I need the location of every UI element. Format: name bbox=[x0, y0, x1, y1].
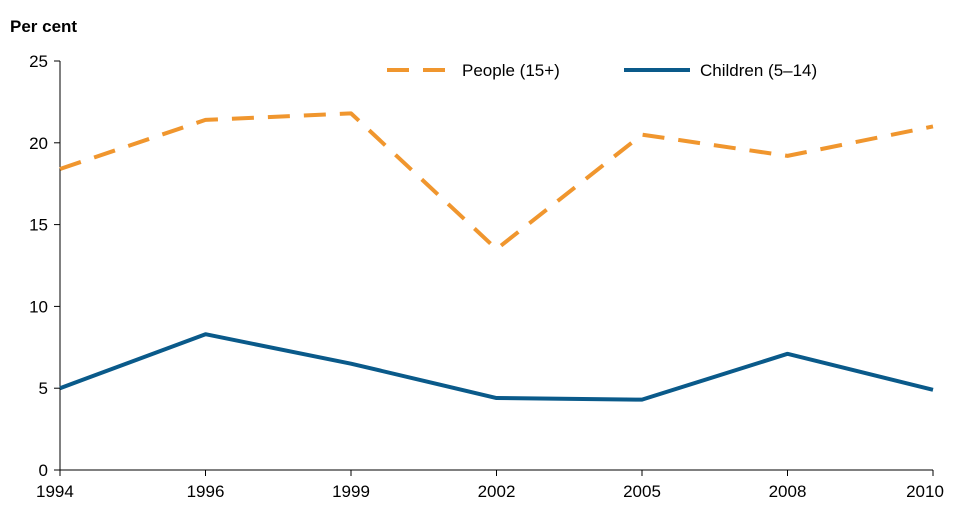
x-tick-label: 2005 bbox=[623, 482, 661, 501]
y-tick-label: 0 bbox=[39, 461, 48, 480]
y-tick-label: 5 bbox=[39, 379, 48, 398]
x-tick-label: 1996 bbox=[187, 482, 225, 501]
x-tick-label: 2002 bbox=[478, 482, 516, 501]
series-line-1 bbox=[59, 332, 934, 402]
x-tick-label: 2010 bbox=[906, 482, 944, 501]
legend-label-0: People (15+) bbox=[462, 61, 560, 80]
legend-label-1: Children (5–14) bbox=[700, 61, 817, 80]
series-line-0 bbox=[59, 111, 934, 252]
y-tick-label: 25 bbox=[29, 52, 48, 71]
y-tick-label: 15 bbox=[29, 216, 48, 235]
x-tick-label: 1994 bbox=[36, 482, 74, 501]
legend: People (15+) Children (5–14) bbox=[387, 61, 817, 80]
series-layer bbox=[59, 111, 934, 402]
x-tick-label: 1999 bbox=[332, 482, 370, 501]
y-axis-label: Per cent bbox=[10, 17, 77, 36]
axes: 0 5 10 15 20 25 1994 1996 1999 2002 2005 2008 2010 bbox=[29, 52, 944, 501]
x-tick-label: 2008 bbox=[769, 482, 807, 501]
y-tick-label: 20 bbox=[29, 134, 48, 153]
y-tick-label: 10 bbox=[29, 297, 48, 316]
